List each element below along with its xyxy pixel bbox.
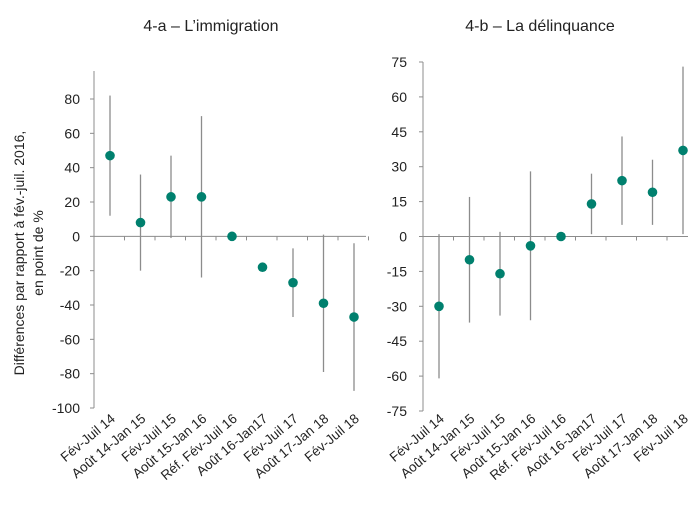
y-tick-label: 30 (391, 159, 407, 175)
data-point (257, 262, 268, 273)
y-tick-label: -20 (60, 263, 80, 279)
y-tick-label: 45 (391, 124, 407, 140)
y-tick-label: -60 (60, 331, 80, 347)
data-point (434, 301, 444, 312)
y-axis-label-line: en point de % (30, 210, 46, 296)
data-point (586, 199, 597, 209)
y-tick-label: -60 (387, 368, 407, 384)
y-tick-label: -40 (60, 297, 80, 313)
y-tick-label: -15 (387, 263, 407, 279)
panel-delinquance: 4-b – La délinquance 75 60 45 30 15 0 -15 -30 -45… (387, 18, 688, 483)
y-tick-label: -80 (60, 366, 80, 382)
y-axis-label-line: Différences par rapport à fév.-juil. 201… (11, 131, 27, 376)
data-point (166, 192, 176, 202)
data-point (288, 277, 298, 288)
data-point (525, 241, 536, 251)
y-tick-label: 40 (64, 160, 80, 176)
y-tick-label: -75 (387, 403, 407, 419)
y-tick-label: -30 (387, 298, 407, 314)
data-point (349, 312, 359, 322)
data-point (495, 268, 505, 279)
chart-title-b: 4-b – La délinquance (465, 18, 615, 35)
y-tick-label: -100 (52, 400, 80, 416)
data-point (318, 298, 329, 309)
data-point (556, 231, 566, 242)
y-tick-label: 75 (391, 54, 407, 70)
data-point (678, 145, 688, 156)
y-tick-label: 60 (391, 89, 407, 105)
y-tick-label: 15 (391, 194, 407, 210)
y-tick-label: 0 (399, 229, 407, 245)
data-point (617, 175, 627, 186)
y-tick-label: 80 (64, 91, 80, 107)
data-point (464, 254, 475, 265)
data-point (227, 231, 237, 242)
y-tick-label: 60 (64, 125, 80, 141)
panel-immigration: 4-a – L’immigration Différences par rappo… (11, 18, 369, 483)
y-tick-label: -45 (387, 333, 407, 349)
data-point (105, 150, 115, 161)
chart-title-a: 4-a – L’immigration (143, 18, 278, 35)
y-tick-label: 0 (72, 228, 80, 244)
data-point (135, 217, 146, 228)
data-point (196, 192, 207, 202)
data-point (647, 187, 658, 198)
y-tick-label: 20 (64, 194, 80, 210)
